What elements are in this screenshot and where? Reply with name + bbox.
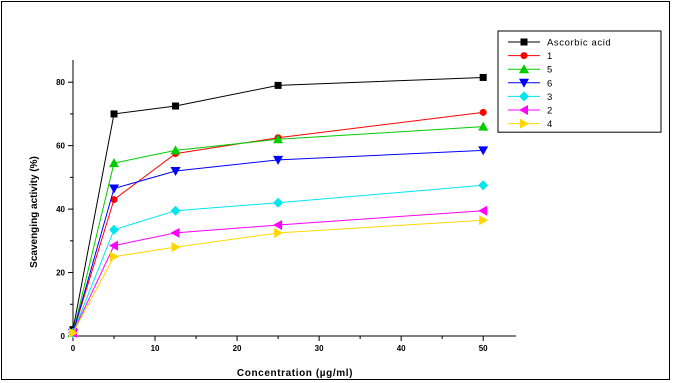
- series-line: [72, 219, 484, 334]
- data-point: [110, 196, 118, 204]
- legend-item: 5: [508, 64, 553, 76]
- x-tick-label: 20: [233, 344, 242, 353]
- y-tick-label: 80: [56, 78, 65, 87]
- data-point: [109, 240, 119, 251]
- data-point: [109, 158, 120, 168]
- legend-label: 2: [547, 106, 553, 117]
- data-point: [478, 146, 489, 156]
- data-point: [172, 102, 180, 110]
- data-point: [274, 81, 282, 89]
- x-axis-label: Concentration (µg/ml): [237, 368, 353, 379]
- x-tick-label: 40: [397, 344, 406, 353]
- series-line: [72, 210, 484, 334]
- x-tick-label: 30: [315, 344, 324, 353]
- data-point: [274, 227, 284, 238]
- data-point: [109, 184, 120, 194]
- data-point: [273, 197, 284, 208]
- data-point: [478, 121, 489, 131]
- data-point: [170, 205, 181, 216]
- legend-item: 6: [508, 78, 553, 89]
- series-5: [68, 121, 489, 337]
- data-point: [109, 224, 120, 235]
- data-point: [478, 205, 488, 216]
- data-point: [171, 242, 181, 253]
- axes: 0 10 20 30 40 50 0 20 40 60 80: [56, 60, 516, 353]
- data-point: [273, 134, 284, 144]
- legend: Ascorbic acid 1 5 6 3 2 4: [497, 30, 662, 133]
- data-point: [170, 227, 180, 238]
- data-point: [110, 251, 120, 262]
- legend-marker: [519, 78, 529, 88]
- series-3: [68, 180, 489, 338]
- x-tick-label: 50: [479, 344, 488, 353]
- legend-label: 1: [547, 51, 553, 62]
- data-point: [69, 327, 78, 338]
- legend-label: 4: [547, 119, 553, 130]
- data-point: [170, 167, 181, 177]
- legend-item: 2: [508, 105, 553, 117]
- series-layer: [68, 73, 489, 338]
- legend-marker: [520, 38, 528, 46]
- y-axis-label: Scavenging activity (%): [29, 156, 40, 268]
- y-tick-label: 0: [61, 332, 66, 341]
- legend-marker: [519, 105, 528, 115]
- y-tick-label: 40: [56, 205, 65, 214]
- legend-label: Ascorbic acid: [547, 38, 611, 49]
- legend-marker: [520, 52, 528, 60]
- data-point: [479, 108, 487, 116]
- data-point: [479, 215, 489, 226]
- y-tick-label: 60: [56, 142, 65, 151]
- legend-label: 5: [547, 65, 553, 76]
- legend-marker: [520, 118, 529, 129]
- x-tick-label: 0: [71, 344, 76, 353]
- data-point: [273, 155, 284, 165]
- y-tick-label: 20: [56, 269, 65, 278]
- data-point: [170, 145, 181, 155]
- legend-item: 4: [508, 118, 553, 130]
- data-point: [273, 219, 283, 230]
- series-2: [68, 205, 488, 338]
- legend-label: 6: [547, 78, 553, 89]
- legend-item: Ascorbic acid: [508, 38, 611, 49]
- data-point: [478, 180, 489, 191]
- data-point: [479, 73, 487, 81]
- legend-marker: [519, 91, 529, 102]
- series-4: [69, 215, 489, 338]
- legend-item: 1: [508, 51, 553, 62]
- data-point: [110, 110, 118, 118]
- legend-item: 3: [508, 91, 553, 103]
- x-tick-label: 10: [151, 344, 160, 353]
- legend-marker: [519, 64, 529, 74]
- legend-label: 3: [547, 92, 553, 103]
